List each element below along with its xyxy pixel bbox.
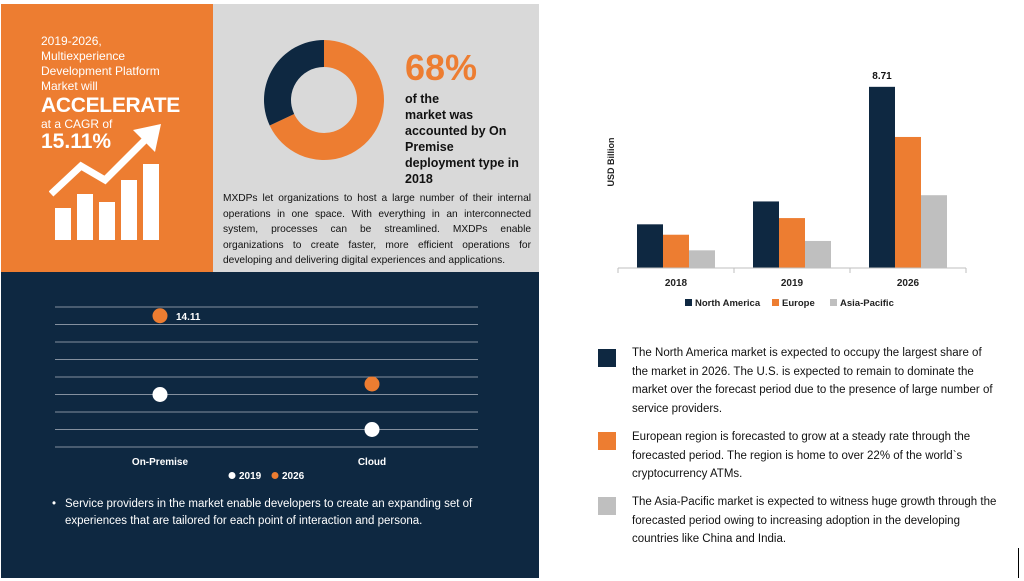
bar-asia-pacific-2026 <box>921 195 947 268</box>
dot-chart-panel <box>1 272 539 578</box>
growth-chart-icon <box>49 124 161 240</box>
x-tick-label: 2018 <box>665 278 688 289</box>
bar-north-america-2018 <box>637 224 663 268</box>
share-desc-line: accounted by On <box>405 124 507 138</box>
insight-north-america: The North America market is expected to … <box>632 347 993 415</box>
headline-line-3: Development Platform <box>41 64 160 78</box>
dot-2026-cloud <box>364 376 380 392</box>
category-label: Cloud <box>358 457 386 468</box>
legend-dot <box>271 472 279 479</box>
legend-label: Asia-Pacific <box>840 298 894 309</box>
legend-label: Europe <box>782 298 815 309</box>
bullet-text: Service providers in the market enable d… <box>65 498 473 527</box>
headline-cagr-label: at a CAGR of <box>41 117 113 131</box>
x-tick-label: 2026 <box>897 278 920 289</box>
y-axis-label: USD Billion <box>606 138 616 187</box>
headline-line-1: 2019-2026, <box>41 34 102 48</box>
legend-label: 2026 <box>282 471 305 482</box>
insight-asia-pacific: The Asia-Pacific market is expected to w… <box>632 496 997 545</box>
headline-accelerate: ACCELERATE <box>41 94 180 117</box>
share-description: of the market was accounted by On Premis… <box>405 91 530 187</box>
dot-2019-cloud <box>364 422 380 437</box>
headline-text: 2019-2026, Multiexperience Development P… <box>41 34 211 153</box>
legend-swatch <box>830 299 837 306</box>
share-desc-line: 2018 <box>405 172 433 186</box>
bar-europe-2018 <box>663 234 689 268</box>
bullet-marker: • <box>52 498 57 510</box>
share-percent: 68% <box>405 47 478 88</box>
insight-europe: European region is forecasted to grow at… <box>632 431 971 480</box>
share-panel <box>213 4 539 272</box>
dot-2019-on-premise <box>152 387 168 402</box>
insight-marker-asia-pacific <box>598 497 616 515</box>
x-tick-label: 2019 <box>781 278 804 289</box>
donut-slice-other <box>264 40 324 126</box>
legend-label: North America <box>695 298 761 309</box>
bar-asia-pacific-2019 <box>805 240 831 268</box>
mxdp-description: MXDPs let organizations to host a large … <box>223 193 531 266</box>
headline-line-2: Multiexperience <box>41 49 126 63</box>
headline-cagr-value: 15.11% <box>41 130 112 153</box>
bar-north-america-2026 <box>869 86 895 268</box>
share-donut-chart <box>264 40 384 160</box>
share-desc-line: deployment type in <box>405 156 519 170</box>
legend-swatch <box>772 299 779 306</box>
share-desc-line: market was <box>405 108 474 122</box>
share-desc-line: of the <box>405 92 440 106</box>
insight-marker-europe <box>598 432 616 450</box>
legend-swatch <box>685 299 692 306</box>
headline-panel: 2019-2026, Multiexperience Development P… <box>1 4 213 272</box>
deployment-dot-chart: 14.11 On-Premise Cloud 2019 2026 <box>55 306 478 482</box>
headline-line-4: Market will <box>41 79 98 93</box>
bar-data-label: 8.71 <box>872 71 892 82</box>
share-desc-line: Premise <box>405 140 454 154</box>
insight-marker-north-america <box>598 349 616 367</box>
dot-data-label: 14.11 <box>176 312 201 323</box>
bar-asia-pacific-2018 <box>689 250 715 268</box>
bar-europe-2026 <box>895 136 921 268</box>
bar-north-america-2019 <box>753 201 779 268</box>
bar-europe-2019 <box>779 218 805 268</box>
category-label: On-Premise <box>132 457 189 468</box>
donut-slice-on-premise <box>269 40 384 160</box>
edge-line <box>1018 548 1019 578</box>
regional-bar-chart: USD Billion 8.71 2018 2019 2026 North Amer… <box>606 71 967 309</box>
legend-dot <box>228 472 236 479</box>
dot-2026-on-premise <box>152 308 168 324</box>
legend-label: 2019 <box>239 471 262 482</box>
